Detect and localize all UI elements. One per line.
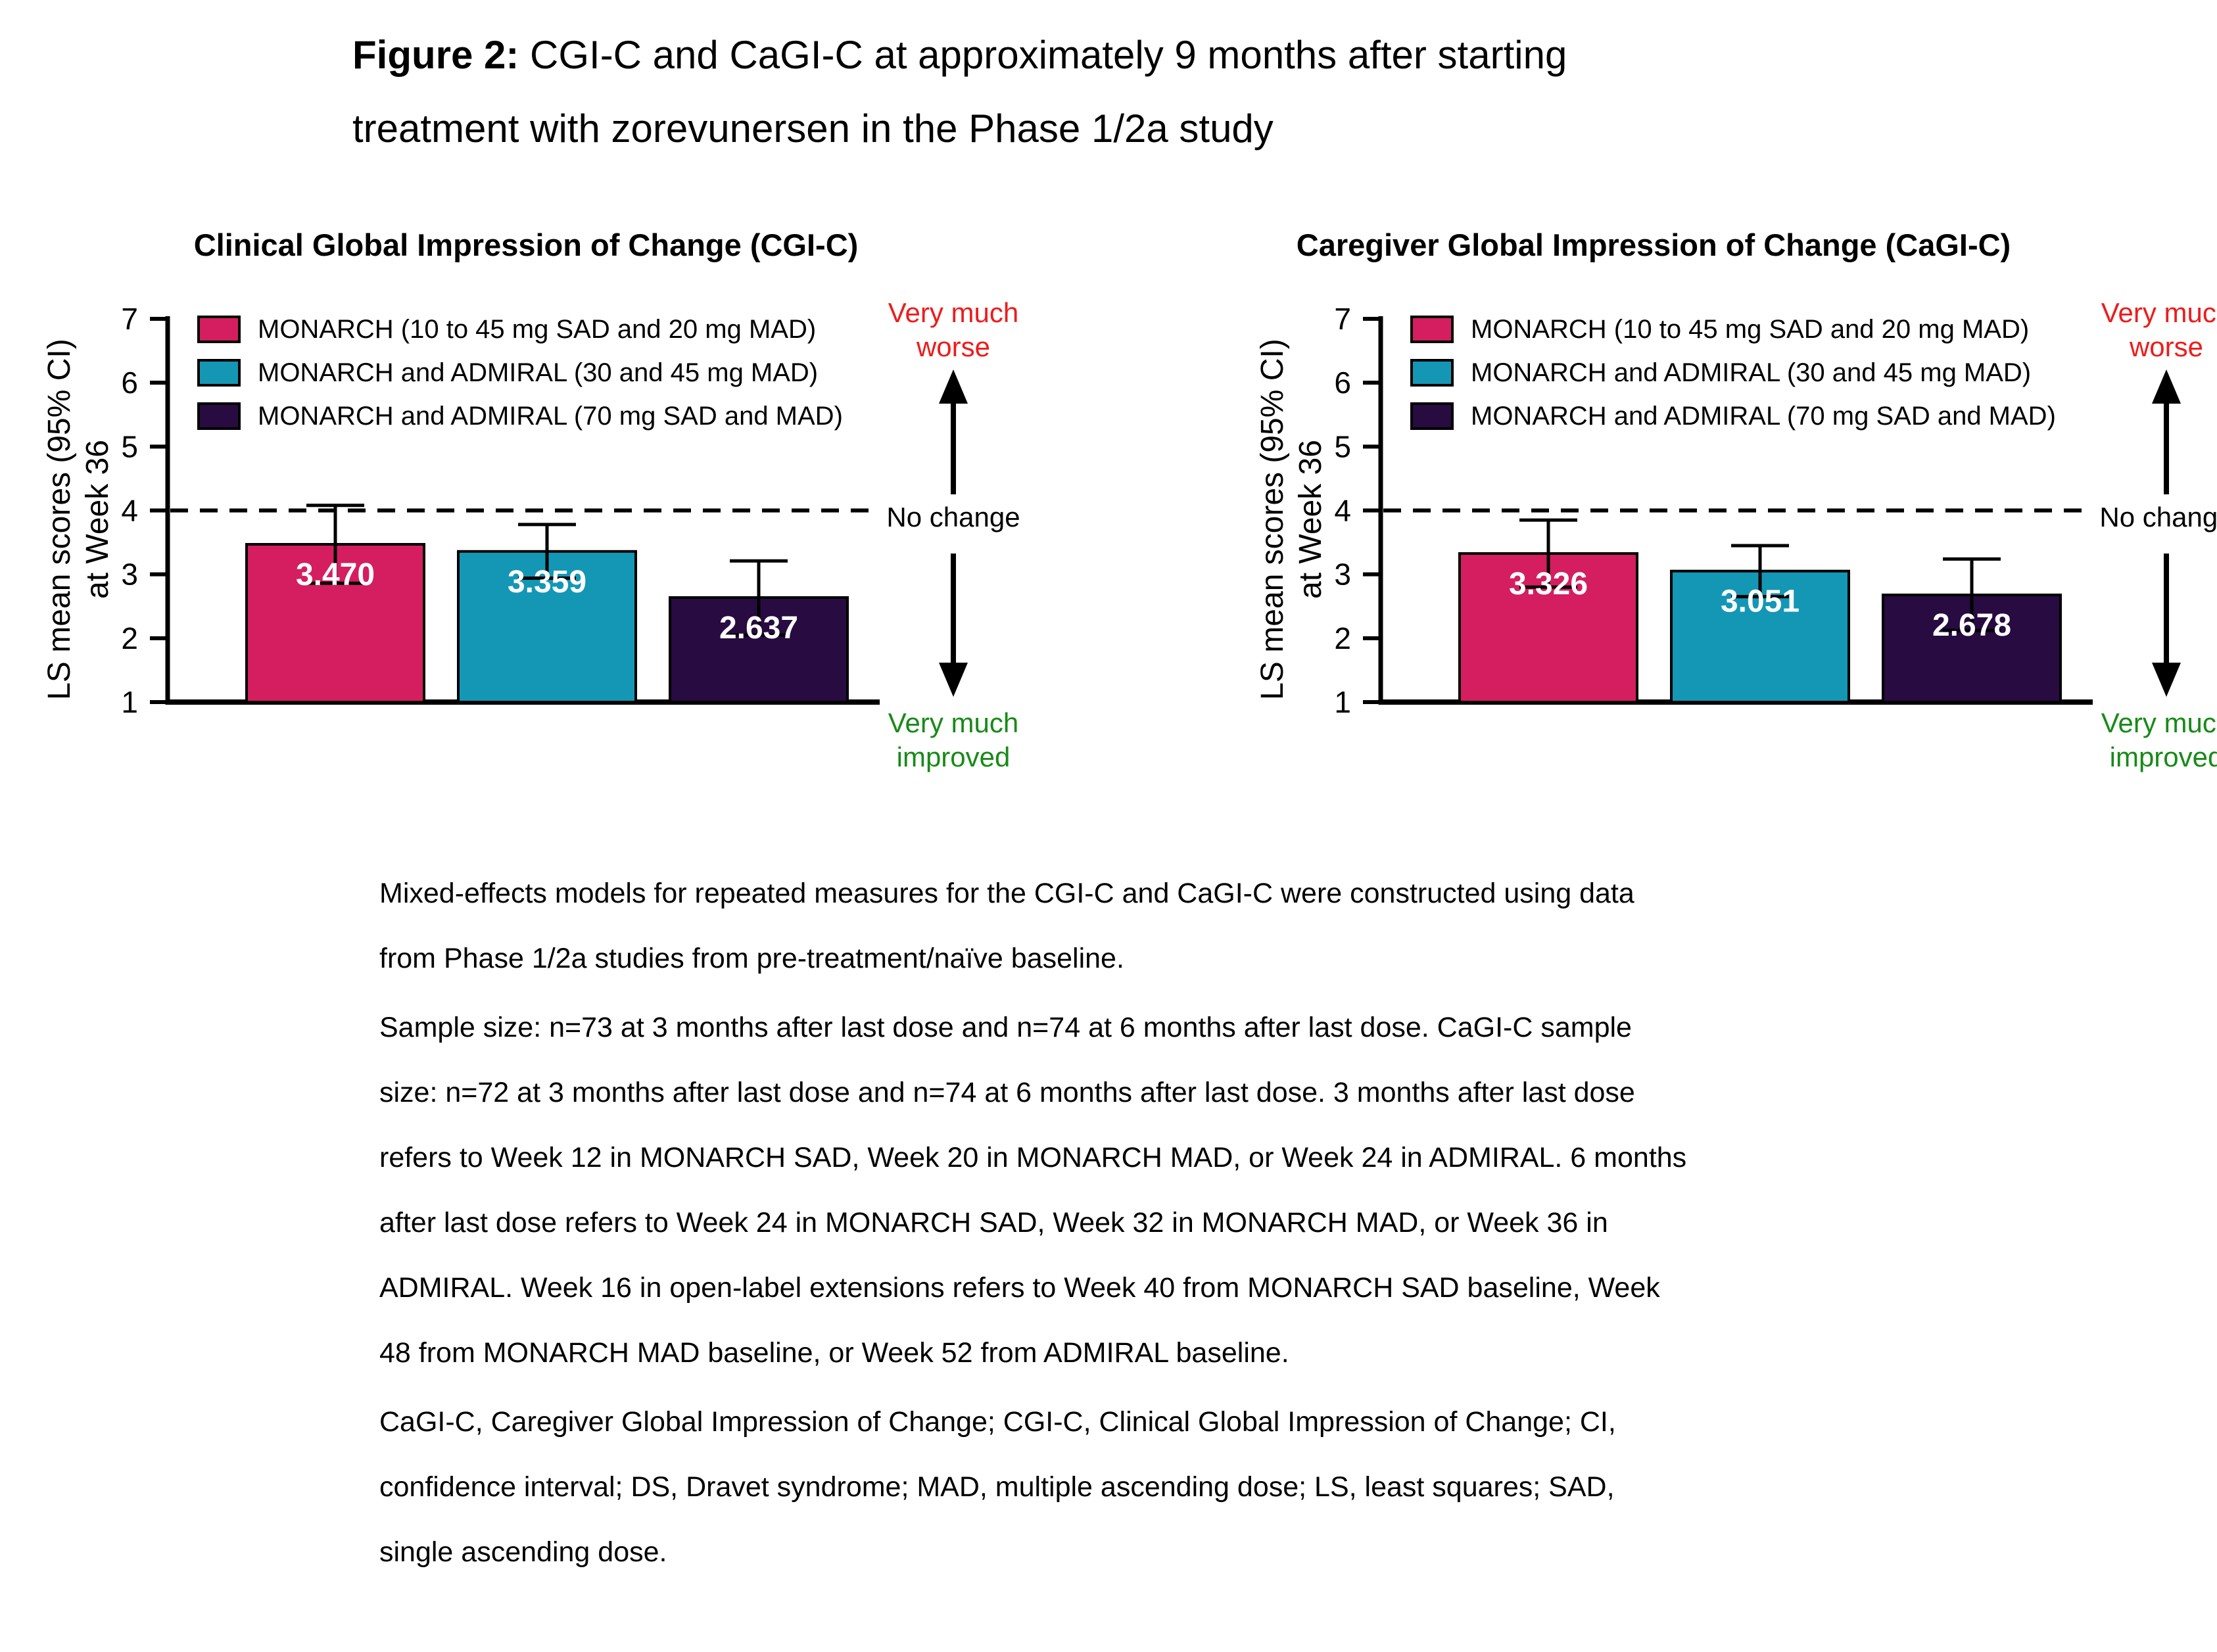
no-change-label: No change <box>886 502 1020 532</box>
cgi-c-plot: 1 2 3 4 5 6 7 3.470 3.359 2.637 <box>121 302 880 719</box>
figure-title-line1: Figure 2: CGI-C and CaGI-C at approximat… <box>352 33 1567 77</box>
cgi-c-legend: MONARCH (10 to 45 mg SAD and 20 mg MAD) … <box>197 308 843 438</box>
legend-item: MONARCH (10 to 45 mg SAD and 20 mg MAD) <box>1410 308 2056 351</box>
legend-label: MONARCH (10 to 45 mg SAD and 20 mg MAD) <box>258 314 817 344</box>
figure-number: Figure 2: <box>352 33 519 77</box>
up-arrow-icon <box>939 369 968 494</box>
very-much-worse-label: Very much worse <box>888 297 1019 362</box>
scale-annotation: Very much worse No change Very much impr… <box>851 296 1055 774</box>
figure-title-line2: treatment with zorevunersen in the Phase… <box>352 106 1274 151</box>
legend-label: MONARCH and ADMIRAL (30 and 45 mg MAD) <box>1471 358 2032 387</box>
y-tick-label: 1 <box>1334 685 1351 719</box>
legend-swatch-monarch-admiral-30-45-icon <box>1410 359 1454 387</box>
y-tick-label: 6 <box>121 366 138 400</box>
cagi-c-legend: MONARCH (10 to 45 mg SAD and 20 mg MAD) … <box>1410 308 2056 438</box>
footnotes: Mixed-effects models for repeated measur… <box>379 861 1694 1589</box>
figure-title: Figure 2: CGI-C and CaGI-C at approximat… <box>352 18 1996 166</box>
y-tick-label: 4 <box>1334 494 1351 528</box>
y-tick-label: 2 <box>1334 621 1351 655</box>
legend-swatch-monarch-icon <box>1410 316 1454 343</box>
legend-label: MONARCH and ADMIRAL (70 mg SAD and MAD) <box>1471 401 2056 431</box>
y-tick-label: 2 <box>121 621 138 655</box>
bar-value-label: 2.637 <box>719 611 798 646</box>
y-tick-label: 5 <box>121 429 138 463</box>
footnote-methods: Mixed-effects models for repeated measur… <box>379 878 1634 974</box>
cagi-c-plot: 1 2 3 4 5 6 7 3.326 3.051 2.678 <box>1334 302 2093 719</box>
legend-swatch-monarch-admiral-30-45-icon <box>197 359 241 387</box>
legend-item: MONARCH and ADMIRAL (70 mg SAD and MAD) <box>1410 394 2056 438</box>
legend-item: MONARCH (10 to 45 mg SAD and 20 mg MAD) <box>197 308 843 351</box>
legend-swatch-monarch-admiral-70-icon <box>1410 402 1454 430</box>
y-tick-label: 3 <box>1334 557 1351 592</box>
legend-label: MONARCH and ADMIRAL (30 and 45 mg MAD) <box>258 358 819 387</box>
very-much-improved-label: Very much improved <box>888 707 1019 772</box>
very-much-worse-label: Very much worse <box>2101 297 2217 362</box>
cgi-c-chart-title: Clinical Global Impression of Change (CG… <box>193 227 859 262</box>
legend-swatch-monarch-icon <box>197 316 241 343</box>
down-arrow-icon <box>2152 554 2181 697</box>
very-much-improved-label: Very much improved <box>2101 707 2217 772</box>
legend-label: MONARCH and ADMIRAL (70 mg SAD and MAD) <box>258 401 843 431</box>
bar-value-label: 2.678 <box>1932 608 2011 643</box>
footnote-abbreviations: CaGI-C, Caregiver Global Impression of C… <box>379 1406 1616 1568</box>
y-tick-label: 7 <box>1334 302 1351 336</box>
bar-value-label: 3.359 <box>508 565 586 600</box>
legend-item: MONARCH and ADMIRAL (30 and 45 mg MAD) <box>1410 351 2056 394</box>
legend-item: MONARCH and ADMIRAL (70 mg SAD and MAD) <box>197 394 843 438</box>
legend-swatch-monarch-admiral-70-icon <box>197 402 241 430</box>
cagi-c-chart-title: Caregiver Global Impression of Change (C… <box>1296 227 2011 262</box>
cagi-c-chart: Caregiver Global Impression of Change (C… <box>1213 217 2217 828</box>
y-tick-label: 1 <box>121 685 138 719</box>
y-tick-label: 7 <box>121 302 138 336</box>
legend-item: MONARCH and ADMIRAL (30 and 45 mg MAD) <box>197 351 843 394</box>
footnote-sample-size: Sample size: n=73 at 3 months after last… <box>379 1012 1687 1369</box>
bar-value-label: 3.326 <box>1509 567 1588 602</box>
scale-annotation: Very much worse No change Very much impr… <box>2064 296 2217 774</box>
y-tick-label: 5 <box>1334 429 1351 463</box>
no-change-label: No change <box>2099 502 2217 532</box>
up-arrow-icon <box>2152 369 2181 494</box>
bar-value-label: 3.470 <box>296 557 375 592</box>
y-tick-label: 4 <box>121 494 138 528</box>
y-tick-label: 3 <box>121 557 138 592</box>
down-arrow-icon <box>939 554 968 697</box>
y-tick-label: 6 <box>1334 366 1351 400</box>
cgi-c-chart: Clinical Global Impression of Change (CG… <box>0 217 1108 828</box>
bar-value-label: 3.051 <box>1721 584 1800 619</box>
legend-label: MONARCH (10 to 45 mg SAD and 20 mg MAD) <box>1471 314 2030 344</box>
